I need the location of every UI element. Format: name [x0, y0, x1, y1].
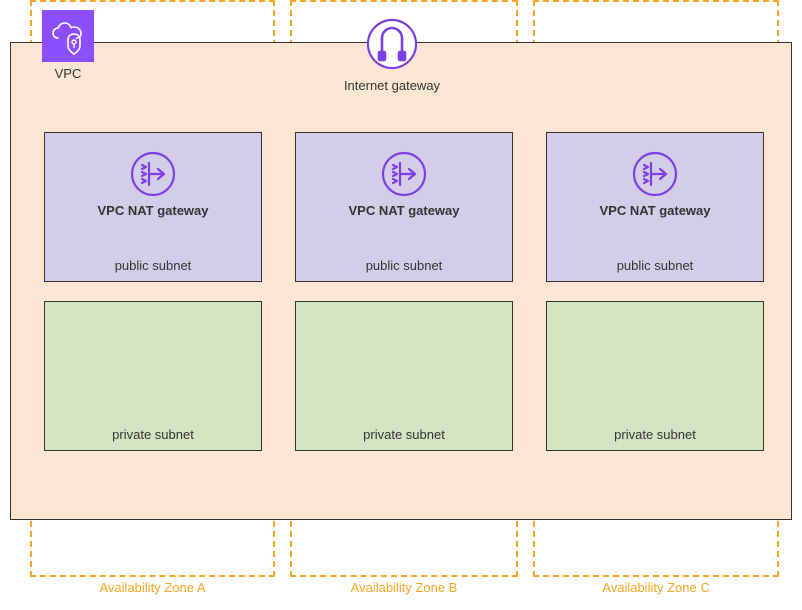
internet-gateway-label: Internet gateway: [330, 78, 454, 93]
private-subnet-a: private subnet: [44, 301, 262, 451]
private-subnet-label: private subnet: [296, 427, 512, 442]
public-subnet-label: public subnet: [45, 258, 261, 273]
public-subnet-label: public subnet: [296, 258, 512, 273]
private-subnet-c: private subnet: [546, 301, 764, 451]
nat-gateway-label: VPC NAT gateway: [296, 203, 512, 218]
private-subnet-label: private subnet: [45, 427, 261, 442]
public-subnet-c: VPC NAT gateway public subnet: [546, 132, 764, 282]
diagram-canvas: Availability Zone A Availability Zone B …: [0, 0, 802, 610]
internet-gateway-icon: [366, 18, 418, 70]
private-subnet-label: private subnet: [547, 427, 763, 442]
public-subnet-a: VPC NAT gateway public subnet: [44, 132, 262, 282]
vpc-label: VPC: [42, 66, 94, 81]
public-subnet-b: VPC NAT gateway public subnet: [295, 132, 513, 282]
availability-zone-b-label: Availability Zone B: [290, 580, 518, 595]
nat-gateway-label: VPC NAT gateway: [547, 203, 763, 218]
vpc-icon: [42, 10, 94, 62]
private-subnet-b: private subnet: [295, 301, 513, 451]
nat-gateway-label: VPC NAT gateway: [45, 203, 261, 218]
availability-zone-c-label: Availability Zone C: [533, 580, 779, 595]
public-subnet-label: public subnet: [547, 258, 763, 273]
availability-zone-a-label: Availability Zone A: [30, 580, 275, 595]
nat-gateway-icon: [632, 151, 678, 197]
nat-gateway-icon: [130, 151, 176, 197]
nat-gateway-icon: [381, 151, 427, 197]
